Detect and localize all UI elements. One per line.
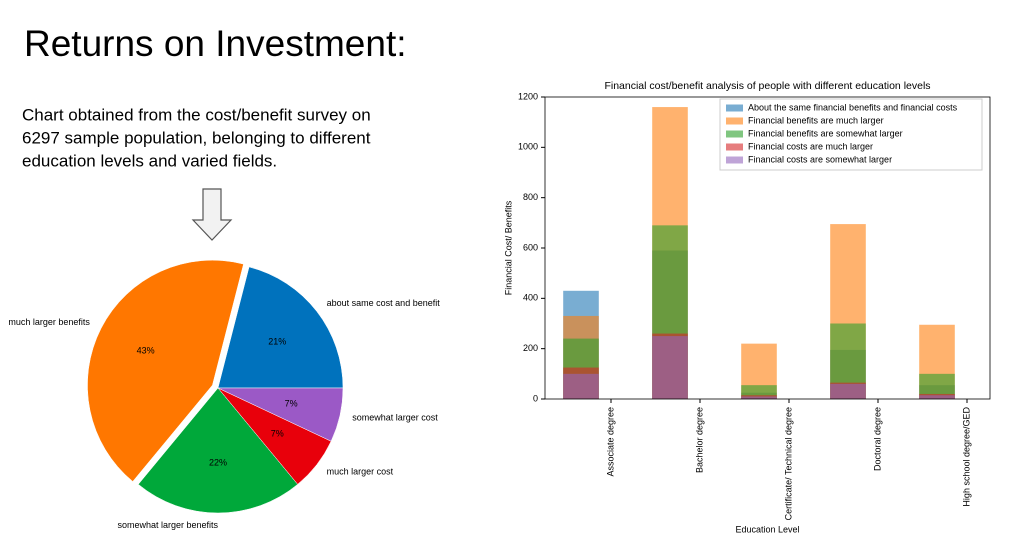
pie-slice [87,259,244,482]
description-line: 6297 sample population, belonging to dif… [22,128,371,147]
pie-label: somewhat larger cost [352,412,438,422]
y-tick-label: 800 [523,192,538,202]
description-line: education levels and varied fields. [22,151,277,170]
pie-percent-label: 22% [209,457,227,467]
y-tick-label: 600 [523,242,538,252]
x-tick-label: Associate degree [605,407,615,477]
legend-swatch [726,104,743,112]
pie-label: somewhat larger benefits [117,520,218,530]
y-tick-label: 0 [533,393,538,403]
pie-label: much larger cost [327,467,394,477]
pie-percent-label: 43% [137,345,155,355]
legend-label: About the same financial benefits and fi… [748,102,958,112]
pie-slice [217,387,344,442]
pie-slice [217,266,344,389]
pie-percent-label: 7% [271,428,284,438]
y-tick-label: 200 [523,343,538,353]
legend-swatch [726,130,743,138]
chart-title: Financial cost/benefit analysis of peopl… [604,80,930,92]
slide-title: Returns on Investment: [24,23,407,64]
x-tick-label: Doctoral degree [872,407,882,471]
x-tick-label: Bachelor degree [694,407,704,473]
legend-swatch [726,156,743,164]
bar [919,395,955,399]
pie-label: about same cost and benefit [327,298,441,308]
bar [652,336,688,399]
y-tick-label: 1200 [518,91,538,101]
legend-swatch [726,143,743,151]
bar [741,396,777,399]
x-tick-label: Certificate/ Technical degree [783,407,793,520]
legend-label: Financial benefits are somewhat larger [748,128,903,138]
legend-swatch [726,117,743,125]
y-axis-label: Financial Cost/ Benefits [503,200,513,295]
bar [830,383,866,399]
legend-label: Financial costs are somewhat larger [748,154,892,164]
legend-box [719,98,983,171]
pie-percent-label: 7% [285,399,298,409]
down-arrow [191,188,233,241]
bar [563,373,599,399]
pie-slice [137,387,299,514]
y-tick-label: 1000 [518,142,538,152]
legend-label: Financial benefits are much larger [748,115,884,125]
plot-frame [544,96,991,400]
y-tick-label: 400 [523,293,538,303]
description-line: Chart obtained from the cost/benefit sur… [22,105,371,124]
pie-percent-label: 21% [268,336,286,346]
x-tick-label: High school degree/GED [961,407,971,507]
pie-label: much larger benefits [8,317,90,327]
legend-label: Financial costs are much larger [748,141,873,151]
x-axis-label: Education Level [735,524,799,534]
